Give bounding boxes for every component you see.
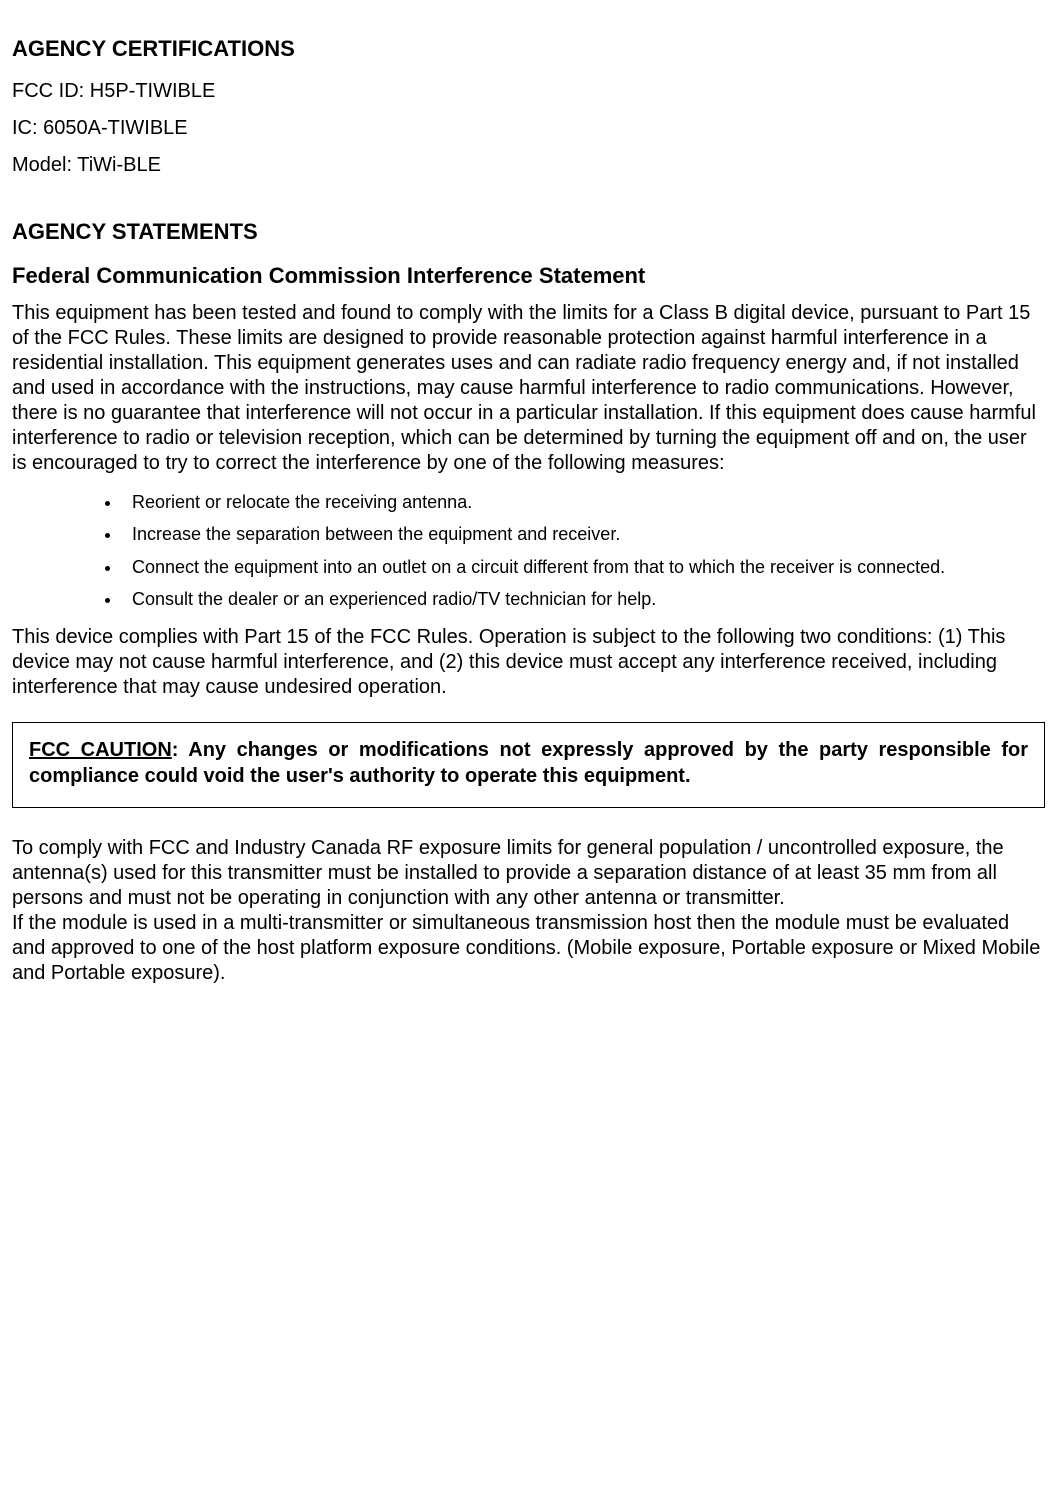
list-item: Increase the separation between the equi…	[122, 522, 1045, 546]
fcc-caution-box: FCC CAUTION: Any changes or modification…	[12, 722, 1045, 808]
agency-certifications-heading: AGENCY CERTIFICATIONS	[12, 36, 1045, 62]
ic-line: IC: 6050A-TIWIBLE	[12, 117, 1045, 140]
fcc-statement-subheading: Federal Communication Commission Interfe…	[12, 263, 1045, 289]
fcc-caution-rest: : Any changes or modifications not expre…	[29, 739, 1028, 787]
list-item: Consult the dealer or an experienced rad…	[122, 587, 1045, 611]
fcc-caution-lead: FCC CAUTION	[29, 739, 172, 761]
rf-exposure-para: To comply with FCC and Industry Canada R…	[12, 836, 1045, 911]
list-item: Reorient or relocate the receiving anten…	[122, 490, 1045, 514]
interference-measures-list: Reorient or relocate the receiving anten…	[12, 490, 1045, 611]
agency-statements-heading: AGENCY STATEMENTS	[12, 219, 1045, 245]
fcc-statement-para1: This equipment has been tested and found…	[12, 301, 1045, 476]
fcc-id-line: FCC ID: H5P-TIWIBLE	[12, 80, 1045, 103]
model-line: Model: TiWi-BLE	[12, 154, 1045, 177]
section-spacer	[12, 191, 1045, 219]
fcc-caution-text: FCC CAUTION: Any changes or modification…	[29, 737, 1028, 789]
fcc-part15-para: This device complies with Part 15 of the…	[12, 625, 1045, 700]
list-item: Connect the equipment into an outlet on …	[122, 555, 1045, 579]
multi-transmitter-para: If the module is used in a multi-transmi…	[12, 911, 1045, 986]
